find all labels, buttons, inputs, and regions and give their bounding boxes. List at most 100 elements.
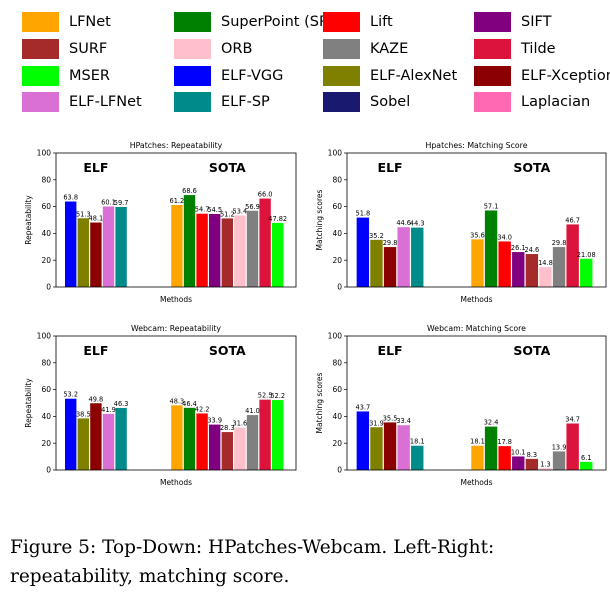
- legend-item: MSER: [22, 65, 110, 87]
- axes-frame: [346, 152, 607, 288]
- bar: [484, 210, 498, 287]
- bar-value-label: 1.3: [540, 460, 551, 468]
- bar: [539, 468, 552, 470]
- legend-swatch: [174, 66, 211, 86]
- bar-value-label: 18.1: [410, 438, 425, 446]
- bar: [566, 423, 579, 470]
- bar-value-label: 8.3: [527, 451, 538, 459]
- legend-label: ELF-LFNet: [69, 94, 142, 110]
- bar: [77, 218, 89, 287]
- y-tick-label: 40: [41, 229, 51, 238]
- bar-value-label: 51.3: [76, 210, 91, 218]
- bar-value-label: 18.1: [470, 438, 485, 446]
- legend-swatch: [22, 39, 59, 59]
- legend-label: Tilde: [521, 41, 556, 57]
- bar: [383, 422, 397, 470]
- group-label: SOTA: [209, 160, 246, 175]
- bar: [397, 227, 410, 287]
- y-tick-label: 60: [332, 202, 342, 211]
- bar-value-label: 13.9: [552, 443, 567, 451]
- bar: [397, 425, 410, 470]
- bar: [552, 451, 566, 470]
- legend-label: Sobel: [370, 94, 411, 110]
- axes-frame: [55, 152, 297, 288]
- group-label: ELF: [378, 160, 403, 175]
- bar: [512, 252, 525, 287]
- bar-value-label: 49.8: [89, 395, 104, 403]
- y-tick-label: 80: [41, 358, 51, 367]
- chart-title: Webcam: Repeatability: [131, 324, 221, 333]
- bar: [525, 458, 539, 470]
- bar: [196, 413, 208, 470]
- group-label: ELF: [378, 343, 403, 358]
- y-axis-label: Repeatability: [24, 195, 33, 245]
- bar-value-label: 34.0: [497, 233, 512, 241]
- bar: [552, 247, 566, 287]
- bar: [90, 403, 102, 470]
- legend-label: SURF: [69, 41, 108, 57]
- chart-panel: 63.8 51.348.1 60.159.7 61.2 68.6 54.754.551.2…: [24, 141, 297, 304]
- chart-panel: 53.2 38.5 49.8 41.946.3 48.346.442.2 33.928.3…: [24, 324, 297, 487]
- legend-item: LFNet: [22, 11, 111, 33]
- bar-value-label: 66.0: [258, 191, 273, 199]
- y-tick-label: 20: [41, 256, 51, 265]
- bar: [171, 405, 183, 470]
- legend-swatch: [174, 39, 211, 59]
- bar: [498, 241, 511, 287]
- legend-label: ELF-VGG: [221, 68, 284, 84]
- legend-label: KAZE: [370, 41, 409, 57]
- bar-value-label: 32.4: [484, 419, 499, 427]
- bar-value-label: 24.6: [525, 246, 540, 254]
- bar-value-label: 57.1: [484, 202, 499, 210]
- y-tick-label: 80: [41, 175, 51, 184]
- legend-swatch: [323, 39, 360, 59]
- legend-item: SuperPoint (SP): [174, 11, 333, 33]
- legend-swatch: [174, 12, 211, 32]
- legend-item: SIFT: [474, 11, 551, 33]
- bar-value-label: 63.8: [63, 194, 78, 202]
- bar-value-label: 42.2: [195, 405, 210, 413]
- x-axis-label: Methods: [160, 295, 192, 304]
- bar-value-label: 48.3: [170, 397, 185, 405]
- group-label: SOTA: [513, 160, 550, 175]
- bar: [484, 426, 498, 470]
- y-tick-label: 20: [332, 439, 342, 448]
- bar: [471, 239, 484, 287]
- chart-title: Webcam: Matching Score: [427, 324, 526, 333]
- bar: [370, 427, 383, 470]
- legend-label: LFNet: [69, 14, 111, 30]
- bar-value-label: 41.0: [245, 407, 260, 415]
- group-label: SOTA: [513, 343, 550, 358]
- y-tick-label: 0: [46, 283, 51, 292]
- bar-value-label: 44.6: [396, 219, 411, 227]
- legend-swatch: [22, 12, 59, 32]
- figure-caption: Figure 5: Top-Down: HPatches-Webcam. Lef…: [10, 537, 495, 587]
- bar: [196, 213, 208, 287]
- bar: [259, 198, 271, 287]
- bar: [65, 398, 77, 470]
- legend-label: ELF-AlexNet: [370, 68, 458, 84]
- bar: [171, 204, 183, 287]
- bar: [471, 445, 484, 470]
- bar-value-label: 68.6: [182, 187, 197, 195]
- legend-item: KAZE: [323, 38, 408, 60]
- y-tick-label: 20: [41, 439, 51, 448]
- legend-item: ELF-LFNet: [22, 91, 142, 113]
- y-tick-label: 100: [328, 149, 343, 158]
- bar: [77, 418, 89, 470]
- bar-value-label: 46.7: [565, 216, 580, 224]
- bar: [411, 227, 424, 287]
- bar: [356, 411, 370, 470]
- bar-value-label: 53.2: [63, 391, 78, 399]
- bar: [580, 258, 593, 287]
- y-axis-label: Repeatability: [24, 378, 33, 428]
- legend-item: Sobel: [323, 91, 410, 113]
- bar: [411, 445, 424, 470]
- y-tick-label: 60: [332, 385, 342, 394]
- bar: [580, 461, 593, 470]
- bar: [65, 201, 77, 287]
- bar-value-label: 46.4: [182, 400, 197, 408]
- bar: [183, 195, 196, 287]
- bar: [246, 210, 259, 287]
- legend-label: ELF-SP: [221, 94, 270, 110]
